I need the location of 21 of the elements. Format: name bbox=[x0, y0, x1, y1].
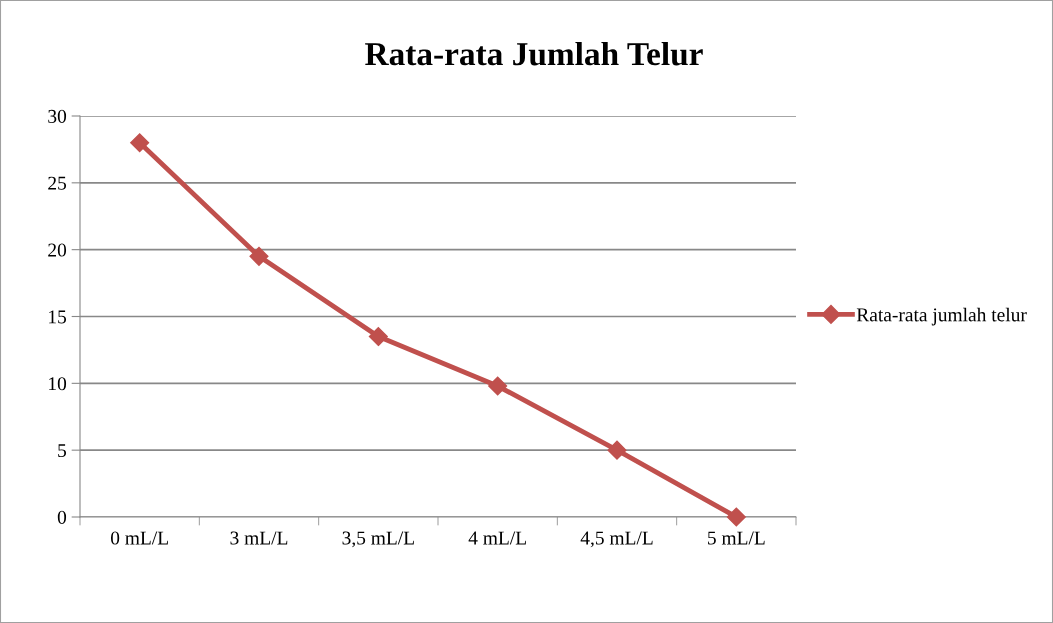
point bbox=[368, 327, 388, 347]
x-tick-label: 5 mL/L bbox=[708, 531, 765, 545]
point bbox=[607, 440, 627, 460]
x-tick-label: 0 mL/L bbox=[110, 531, 168, 545]
point bbox=[130, 133, 150, 153]
x-tick-label: 4 mL/L bbox=[468, 531, 526, 545]
y-tick-label: 15 bbox=[49, 310, 67, 324]
x-tick-label: 4,5 mL/L bbox=[580, 531, 653, 548]
point bbox=[249, 246, 269, 266]
y-tick-label: 0 bbox=[57, 510, 67, 524]
point bbox=[726, 507, 746, 527]
point bbox=[488, 376, 508, 396]
x-tick-label: 3 mL/L bbox=[230, 531, 288, 545]
y-tick-label: 30 bbox=[48, 109, 67, 123]
legend-label: Rata-rata jumlah telur bbox=[856, 307, 1027, 326]
y-tick-label: 20 bbox=[48, 243, 67, 257]
x-tick-label: 3,5 mL/L bbox=[342, 531, 414, 548]
chart-title: Rata-rata Jumlah Telur bbox=[365, 41, 703, 66]
y-tick-label: 25 bbox=[48, 176, 67, 190]
y-tick-label: 10 bbox=[49, 377, 67, 391]
y-tick-label: 5 bbox=[58, 444, 67, 458]
